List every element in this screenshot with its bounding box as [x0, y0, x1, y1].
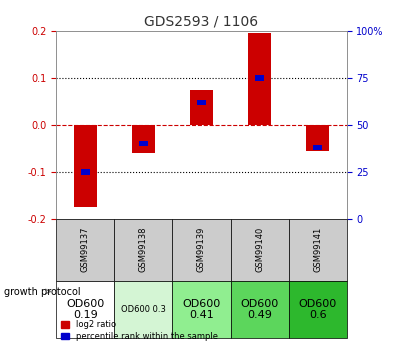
Bar	[248, 33, 271, 125]
Bar	[313, 145, 322, 150]
Title: GDS2593 / 1106: GDS2593 / 1106	[144, 14, 259, 29]
Text: OD600
0.19: OD600 0.19	[66, 299, 104, 320]
Bar	[74, 125, 97, 207]
Text: GSM99138: GSM99138	[139, 227, 148, 273]
Bar	[255, 75, 264, 81]
Bar	[197, 100, 206, 105]
Legend: log2 ratio, percentile rank within the sample: log2 ratio, percentile rank within the s…	[60, 321, 218, 341]
Bar	[306, 125, 329, 151]
Text: GSM99137: GSM99137	[81, 227, 90, 273]
Text: OD600 0.3: OD600 0.3	[121, 305, 166, 314]
Bar	[289, 219, 347, 281]
Bar	[132, 125, 155, 153]
Bar	[289, 281, 347, 338]
Bar	[190, 90, 213, 125]
Text: OD600
0.41: OD600 0.41	[183, 299, 220, 320]
Bar	[172, 219, 231, 281]
Text: growth protocol: growth protocol	[4, 287, 81, 296]
Bar	[56, 281, 114, 338]
Text: GSM99139: GSM99139	[197, 227, 206, 273]
Bar	[114, 219, 172, 281]
Bar	[231, 219, 289, 281]
Text: OD600
0.6: OD600 0.6	[299, 299, 337, 320]
Bar	[114, 281, 172, 338]
Bar	[56, 219, 114, 281]
Text: OD600
0.49: OD600 0.49	[241, 299, 278, 320]
Bar	[231, 281, 289, 338]
Text: GSM99140: GSM99140	[255, 227, 264, 272]
Text: GSM99141: GSM99141	[313, 227, 322, 272]
Bar	[172, 281, 231, 338]
Bar	[81, 169, 90, 175]
Bar	[139, 141, 148, 146]
